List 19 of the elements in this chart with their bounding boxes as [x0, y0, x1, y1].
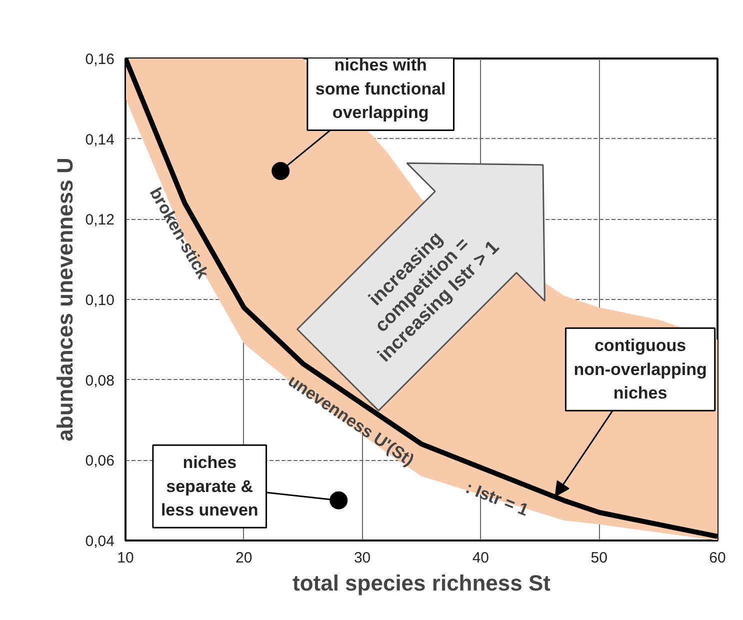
y-tick-label: 0,16 [85, 51, 115, 68]
y-tick-label: 0,12 [85, 212, 115, 229]
x-tick-label: 30 [354, 550, 371, 566]
y-tick-label: 0,14 [85, 131, 115, 148]
y-tick-label: 0,08 [85, 372, 115, 390]
x-tick-label: 60 [709, 550, 726, 566]
x-tick-label: 40 [472, 550, 490, 566]
x-tick-label: 10 [117, 550, 134, 566]
annotation: niches with some functional overlapping [315, 56, 446, 122]
y-axis-title: abundances unevenness U [52, 158, 78, 442]
y-tick-label: 0,06 [85, 452, 115, 470]
y-tick-label: 0,04 [85, 533, 115, 550]
y-tick-label: 0,10 [85, 292, 115, 309]
annotation: : Istr = 1 [462, 478, 532, 520]
annotation: niches separate & less uneven [160, 453, 258, 520]
annotation: contiguous non-overlapping niches [574, 336, 707, 403]
x-tick-label: 20 [236, 550, 252, 566]
x-axis-title: total species richness St [292, 570, 552, 596]
x-tick-label: 50 [590, 550, 608, 566]
